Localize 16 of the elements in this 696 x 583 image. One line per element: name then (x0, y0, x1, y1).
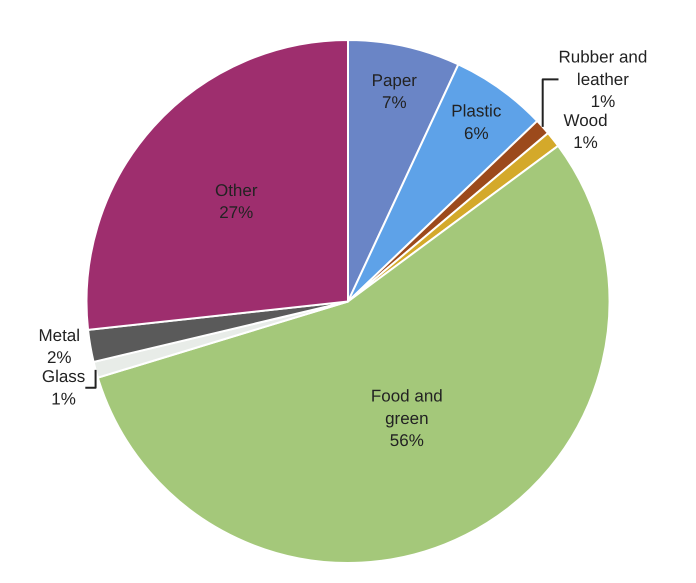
data-label: 27% (219, 202, 254, 222)
slice-label: Glass (42, 367, 86, 386)
data-label: 6% (464, 124, 489, 143)
slice-label: Food and green (370, 386, 443, 428)
slice-label: Plastic (451, 102, 502, 121)
data-label: 1% (51, 389, 76, 408)
data-label: 1% (573, 133, 598, 152)
slice-label: Rubber and leather (558, 48, 648, 89)
slice-label: Wood (563, 110, 608, 130)
slice-label: Metal (38, 326, 80, 346)
slice-label: Other (214, 180, 258, 200)
data-label: 2% (46, 348, 72, 368)
data-label: 56% (390, 430, 424, 450)
data-label: 7% (382, 93, 407, 112)
slice-label: Paper (372, 70, 418, 90)
data-label: 1% (590, 92, 616, 111)
